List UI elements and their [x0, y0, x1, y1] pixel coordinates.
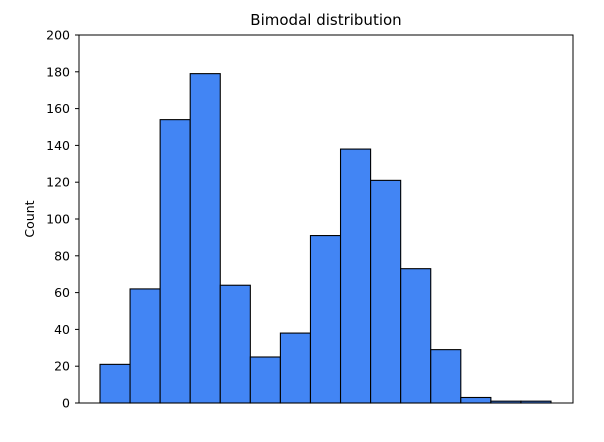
histogram-bar [129, 288, 161, 404]
y-tick-label: 80 [54, 248, 70, 263]
y-tick-label: 200 [46, 28, 70, 43]
histogram-bar [400, 268, 432, 404]
y-tick-label: 100 [46, 212, 70, 227]
histogram-bars [99, 73, 552, 404]
histogram-bar [370, 179, 402, 404]
y-tick-label: 180 [46, 64, 70, 79]
histogram-bar [219, 284, 251, 404]
plot-frame [78, 34, 574, 404]
y-axis-label: Count [22, 200, 37, 237]
chart-title: Bimodal distribution [250, 11, 401, 29]
y-axis-ticks: 0 20 40 60 80 100 120 140 160 180 200 [46, 28, 79, 411]
histogram-bar [430, 349, 462, 404]
histogram-bar [159, 119, 191, 404]
y-tick-label: 40 [54, 322, 70, 337]
histogram-bar [339, 148, 372, 404]
histogram-bar [189, 73, 221, 404]
histogram-bar [460, 396, 492, 404]
histogram-bar [99, 363, 131, 404]
y-tick-label: 120 [46, 175, 70, 190]
y-tick-label: 160 [46, 101, 70, 116]
histogram-bar [309, 235, 342, 404]
y-tick-label: 140 [46, 138, 70, 153]
histogram-bar [249, 356, 281, 404]
y-tick-label: 20 [54, 359, 70, 374]
y-tick-label: 0 [62, 396, 70, 411]
y-tick-label: 60 [54, 285, 70, 300]
histogram-bar [279, 332, 312, 404]
